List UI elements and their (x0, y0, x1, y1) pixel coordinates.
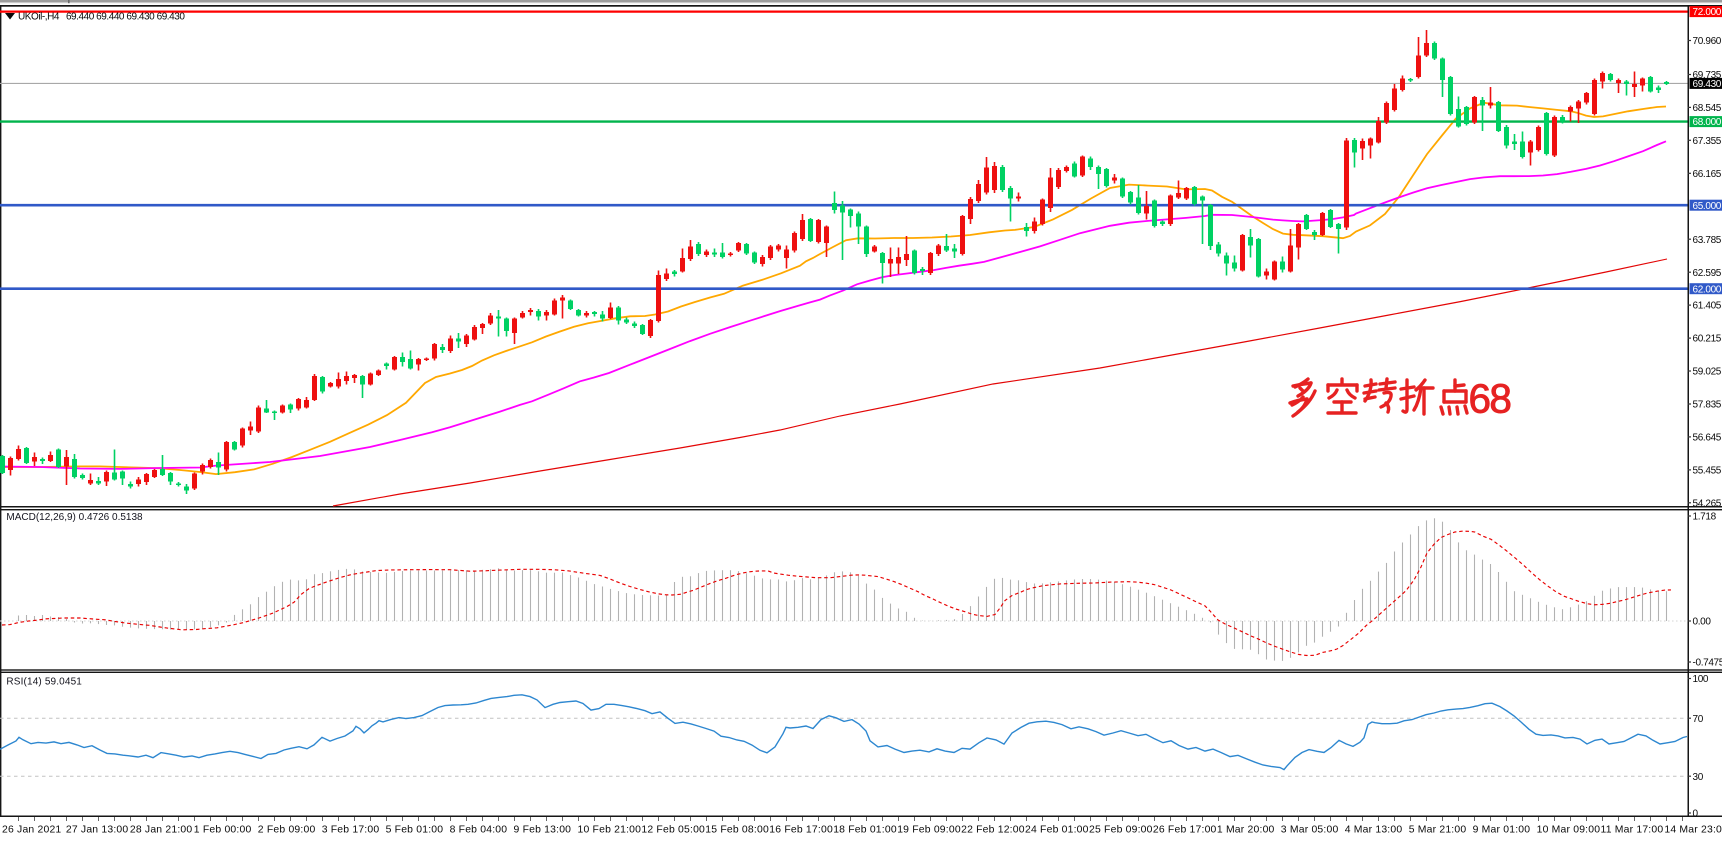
svg-text:54.265: 54.265 (1693, 498, 1722, 509)
svg-text:68.000: 68.000 (1693, 117, 1722, 128)
svg-text:69.735: 69.735 (1693, 70, 1722, 81)
svg-text:66.165: 66.165 (1693, 169, 1722, 180)
svg-text:4 Mar 13:00: 4 Mar 13:00 (1345, 825, 1403, 836)
svg-text:26 Jan 2021: 26 Jan 2021 (2, 825, 61, 836)
svg-text:3 Mar 05:00: 3 Mar 05:00 (1281, 825, 1339, 836)
svg-text:63.785: 63.785 (1693, 235, 1722, 246)
svg-text:15 Feb 08:00: 15 Feb 08:00 (705, 825, 769, 836)
svg-text:70.960: 70.960 (1693, 36, 1722, 47)
svg-text:16 Feb 17:00: 16 Feb 17:00 (769, 825, 833, 836)
svg-text:22 Feb 12:00: 22 Feb 12:00 (961, 825, 1025, 836)
svg-text:25 Feb 09:00: 25 Feb 09:00 (1089, 825, 1153, 836)
svg-text:62.595: 62.595 (1693, 268, 1722, 279)
svg-text:19 Feb 09:00: 19 Feb 09:00 (897, 825, 961, 836)
svg-text:30: 30 (1693, 772, 1704, 783)
svg-text:-0.7475: -0.7475 (1693, 658, 1722, 669)
svg-text:5 Mar 21:00: 5 Mar 21:00 (1409, 825, 1467, 836)
svg-text:14 Mar 23:00: 14 Mar 23:00 (1664, 825, 1722, 836)
svg-text:10 Mar 09:00: 10 Mar 09:00 (1537, 825, 1601, 836)
svg-text:60.215: 60.215 (1693, 334, 1722, 345)
svg-text:61.405: 61.405 (1693, 301, 1722, 312)
svg-text:59.025: 59.025 (1693, 367, 1722, 378)
svg-text:18 Feb 01:00: 18 Feb 01:00 (833, 825, 897, 836)
svg-text:68.545: 68.545 (1693, 103, 1722, 114)
svg-text:1.718: 1.718 (1693, 512, 1717, 523)
svg-text:27 Jan 13:00: 27 Jan 13:00 (66, 825, 129, 836)
svg-text:62.000: 62.000 (1693, 284, 1722, 295)
svg-text:11 Mar 17:00: 11 Mar 17:00 (1601, 825, 1664, 836)
svg-text:9 Mar 01:00: 9 Mar 01:00 (1473, 825, 1531, 836)
svg-text:55.455: 55.455 (1693, 466, 1722, 477)
svg-text:69.430: 69.430 (1693, 79, 1722, 90)
svg-text:0.00: 0.00 (1693, 617, 1712, 628)
svg-text:12 Feb 05:00: 12 Feb 05:00 (641, 825, 705, 836)
svg-text:2 Feb 09:00: 2 Feb 09:00 (258, 825, 316, 836)
svg-text:MACD(12,26,9) 0.4726 0.5138: MACD(12,26,9) 0.4726 0.5138 (6, 512, 143, 523)
svg-text:67.355: 67.355 (1693, 136, 1722, 147)
svg-text:56.645: 56.645 (1693, 433, 1722, 444)
svg-text:3 Feb 17:00: 3 Feb 17:00 (322, 825, 380, 836)
svg-text:68: 68 (1469, 376, 1511, 422)
svg-text:70: 70 (1693, 714, 1704, 725)
svg-text:26 Feb 17:00: 26 Feb 17:00 (1153, 825, 1217, 836)
svg-text:1 Mar 20:00: 1 Mar 20:00 (1217, 825, 1275, 836)
svg-text:28 Jan 21:00: 28 Jan 21:00 (130, 825, 193, 836)
svg-text:10 Feb 21:00: 10 Feb 21:00 (578, 825, 642, 836)
svg-text:1 Feb 00:00: 1 Feb 00:00 (194, 825, 252, 836)
svg-text:8 Feb 04:00: 8 Feb 04:00 (450, 825, 508, 836)
svg-text:UKOil-,H4 69.440 69.440 69.4: UKOil-,H4 69.440 69.440 69.430 69.430 (18, 12, 185, 23)
svg-text:RSI(14) 59.0451: RSI(14) 59.0451 (6, 677, 82, 688)
svg-text:5 Feb 01:00: 5 Feb 01:00 (386, 825, 444, 836)
svg-text:72.000: 72.000 (1693, 7, 1722, 18)
svg-text:0: 0 (1693, 809, 1699, 820)
svg-text:65.000: 65.000 (1693, 201, 1722, 212)
svg-text:24 Feb 01:00: 24 Feb 01:00 (1025, 825, 1089, 836)
svg-text:9 Feb 13:00: 9 Feb 13:00 (514, 825, 572, 836)
svg-text:100: 100 (1693, 674, 1709, 685)
svg-text:57.835: 57.835 (1693, 400, 1722, 411)
